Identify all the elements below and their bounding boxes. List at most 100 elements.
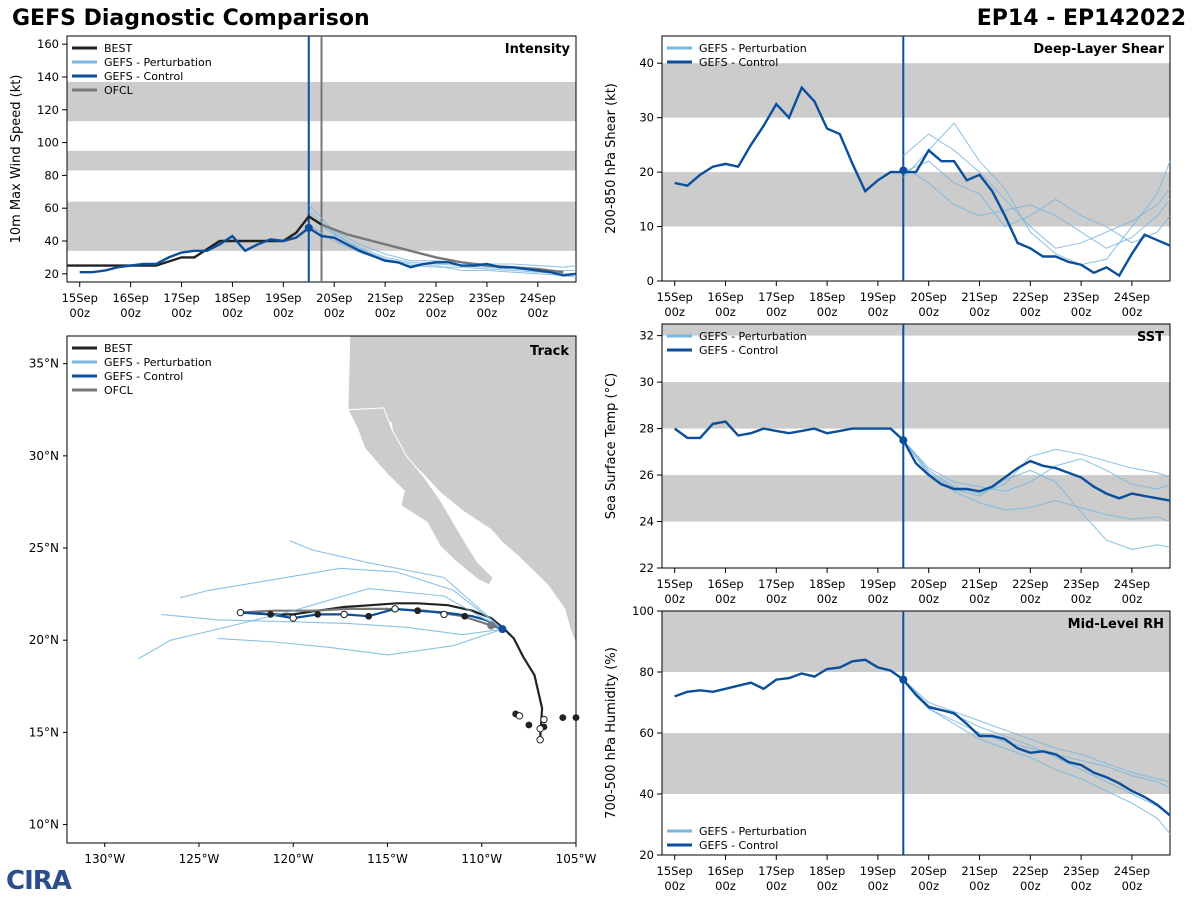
x-tick-label-18sep: 18Sep: [809, 290, 845, 304]
x-tick-label-15sep: 15Sep: [657, 864, 693, 878]
legend-label-perturbation: GEFS - Perturbation: [104, 56, 212, 69]
x-tick-label-00z: 00z: [273, 306, 294, 320]
x-tick-label-00z: 00z: [426, 306, 447, 320]
x-tick-label-16sep: 16Sep: [707, 577, 743, 591]
x-tick-label-00z: 00z: [715, 305, 736, 319]
legend-label-control: GEFS - Control: [699, 56, 778, 69]
x-tick-label-19sep: 19Sep: [860, 864, 896, 878]
best-track-point-open: [289, 614, 297, 622]
x-tick-label: 130°W: [84, 852, 125, 866]
legend-label-ofcl: OFCL: [104, 84, 134, 97]
track-line-gefs-perturbation: [161, 613, 503, 636]
x-tick-label-24sep: 24Sep: [1114, 577, 1150, 591]
x-tick-label-00z: 00z: [1122, 592, 1143, 606]
y-tick-label: 20: [639, 165, 654, 179]
x-tick-label-17sep: 17Sep: [758, 577, 794, 591]
legend-label-ofcl: OFCL: [104, 384, 134, 397]
intensity-title: Intensity: [505, 42, 571, 57]
x-tick-label-22sep: 22Sep: [1012, 864, 1048, 878]
y-tick-label: 35°N: [29, 357, 59, 371]
best-track-point-open: [540, 715, 548, 724]
best-track-point-open: [391, 605, 399, 613]
track-line-best: [240, 602, 544, 738]
x-tick-label-17sep: 17Sep: [758, 864, 794, 878]
y-tick-label: 10: [639, 220, 654, 234]
track-title: Track: [530, 344, 569, 359]
x-tick-label-17sep: 17Sep: [163, 291, 199, 305]
best-track-point-open: [236, 608, 245, 617]
current-value-point: [899, 436, 908, 445]
best-track-point: [267, 610, 274, 618]
storm-id: EP14 - EP142022: [976, 6, 1186, 31]
threshold-band: [662, 382, 1170, 429]
y-tick-label: 26: [639, 468, 654, 482]
y-tick-label: 100: [632, 604, 654, 618]
x-tick-label: 110°W: [461, 852, 502, 866]
x-tick-label-00z: 00z: [868, 879, 889, 893]
track-line-gefs-control: [240, 607, 504, 631]
rh-title: Mid-Level RH: [1068, 617, 1164, 632]
best-track-point-open: [536, 724, 544, 733]
track-line-gefs-perturbation: [138, 588, 503, 660]
x-tick-label-00z: 00z: [664, 879, 685, 893]
shear-series-gefs-perturbation: [903, 166, 1171, 249]
x-tick-label-00z: 00z: [817, 305, 838, 319]
y-tick-label: 60: [44, 201, 59, 215]
sst-series-gefs-perturbation: [902, 439, 1171, 495]
y-tick-label: 24: [639, 515, 654, 529]
best-track-point-open: [340, 610, 348, 619]
current-value-point: [899, 675, 908, 684]
x-tick-label-00z: 00z: [664, 305, 685, 319]
y-tick-label: 100: [37, 136, 59, 150]
x-tick-label-00z: 00z: [817, 592, 838, 606]
x-tick-label-00z: 00z: [918, 879, 939, 893]
y-tick-label: 120: [37, 103, 59, 117]
x-tick-label-00z: 00z: [918, 592, 939, 606]
threshold-band: [662, 324, 1170, 336]
shear-ylabel: 200-850 hPa Shear (kt): [604, 83, 619, 234]
x-tick-label-22sep: 22Sep: [1012, 290, 1048, 304]
x-tick-label-00z: 00z: [120, 306, 141, 320]
x-tick-label-00z: 00z: [1071, 305, 1092, 319]
threshold-band: [662, 475, 1170, 522]
y-tick-label: 80: [44, 168, 59, 182]
best-track-point-open: [515, 712, 524, 720]
x-tick-label-24sep: 24Sep: [520, 291, 556, 305]
x-tick-label-00z: 00z: [1071, 592, 1092, 606]
shear-series-gefs-control: [674, 85, 1171, 278]
intensity-ylabel: 10m Max Wind Speed (kt): [9, 75, 24, 244]
y-tick-label: 15°N: [29, 725, 59, 739]
sst-frame: [661, 323, 1171, 569]
track-line-gefs-perturbation: [217, 628, 503, 656]
current-value-point: [304, 223, 313, 232]
x-tick-label-00z: 00z: [715, 592, 736, 606]
x-tick-label-22sep: 22Sep: [418, 291, 454, 305]
x-tick-label-00z: 00z: [1071, 879, 1092, 893]
y-tick-label: 10°N: [29, 818, 59, 832]
x-tick-label-00z: 00z: [477, 306, 498, 320]
best-track-point-open: [440, 610, 448, 619]
x-tick-label-18sep: 18Sep: [809, 864, 845, 878]
x-tick-label-19sep: 19Sep: [860, 577, 896, 591]
best-track-point: [365, 612, 373, 620]
legend-label-best: BEST: [104, 342, 132, 355]
baja-peninsula: [347, 407, 494, 586]
best-track-point: [525, 721, 533, 729]
control-current-point: [498, 625, 507, 634]
legend-label-control: GEFS - Control: [104, 370, 183, 383]
x-tick-label: 115°W: [367, 852, 408, 866]
x-tick-label-22sep: 22Sep: [1012, 577, 1048, 591]
x-tick-label-00z: 00z: [1122, 305, 1143, 319]
x-tick-label-00z: 00z: [1122, 879, 1143, 893]
y-tick-label: 20: [639, 848, 654, 862]
x-tick-label-00z: 00z: [969, 879, 990, 893]
y-tick-label: 40: [639, 56, 654, 70]
legend-label-control: GEFS - Control: [699, 839, 778, 852]
x-tick-label: 120°W: [273, 852, 314, 866]
x-tick-label-00z: 00z: [868, 305, 889, 319]
x-tick-label-00z: 00z: [969, 592, 990, 606]
x-tick-label-00z: 00z: [324, 306, 345, 320]
best-track-point-open: [536, 736, 544, 744]
x-tick-label-00z: 00z: [766, 305, 787, 319]
